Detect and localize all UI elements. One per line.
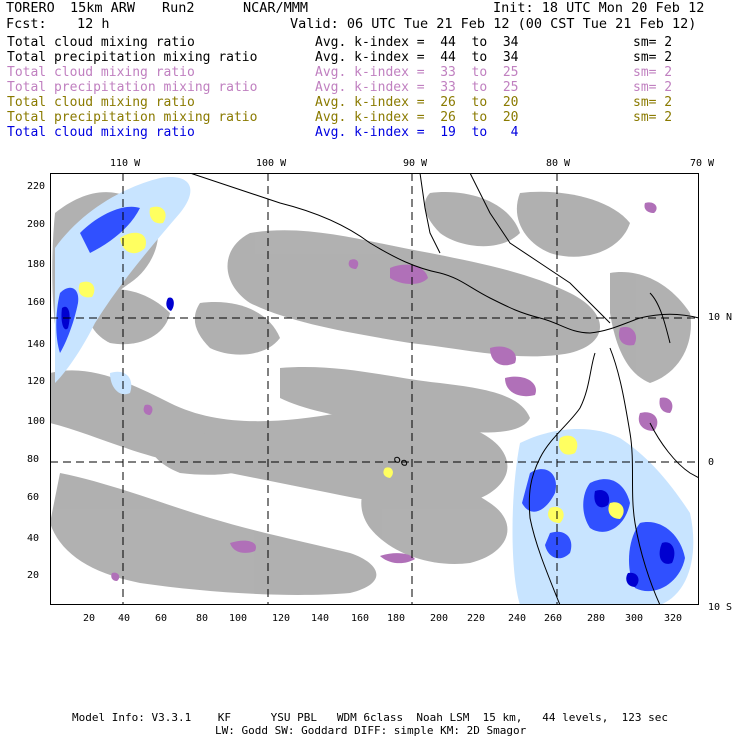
y-tick-label: 100 <box>27 416 46 427</box>
legend-label: Total cloud mixing ratio <box>7 65 195 80</box>
fcst-label: Fcst: <box>6 16 47 32</box>
y-tick-label: 180 <box>27 259 46 270</box>
x-tick-label: 280 <box>587 613 606 624</box>
legend-row: Total cloud mixing ratio Avg. k-index = 4… <box>7 35 707 50</box>
legend-label: Total cloud mixing ratio <box>7 35 195 50</box>
map-canvas <box>50 173 699 605</box>
legend-row: Total cloud mixing ratio Avg. k-index = 2… <box>7 95 707 110</box>
valid-time: Valid: 06 UTC Tue 21 Feb 12 (00 CST Tue … <box>290 16 697 32</box>
map-panel <box>50 173 699 605</box>
title-run: Run2 <box>162 0 195 16</box>
lon-label: 100 W <box>256 158 287 169</box>
y-tick-label: 80 <box>27 454 40 465</box>
map-border <box>50 173 699 605</box>
title-org: NCAR/MMM <box>243 0 309 16</box>
legend-smoothing: sm= 2 <box>633 65 673 80</box>
legend-row: Total precipitation mixing ratio Avg. k-i… <box>7 110 707 125</box>
lon-label: 80 W <box>546 158 571 169</box>
lat-label: 10 N <box>708 312 733 323</box>
x-tick-label: 60 <box>155 613 168 624</box>
y-tick-label: 220 <box>27 181 46 192</box>
cloud-purple-field <box>111 202 673 581</box>
y-tick-label: 200 <box>27 219 46 230</box>
x-tick-label: 260 <box>544 613 563 624</box>
y-tick-label: 120 <box>27 376 46 387</box>
legend-label: Total precipitation mixing ratio <box>7 110 258 125</box>
x-tick-label: 320 <box>664 613 683 624</box>
title-run-name: TORERO <box>6 0 55 16</box>
lon-label: 90 W <box>403 158 428 169</box>
x-tick-label: 200 <box>430 613 449 624</box>
legend-label: Total cloud mixing ratio <box>7 125 195 140</box>
y-tick-label: 20 <box>27 570 40 581</box>
legend-row: Total cloud mixing ratio Avg. k-index = 1… <box>7 125 707 140</box>
y-tick-label: 40 <box>27 533 40 544</box>
legend-kindex: Avg. k-index = 19 to 4 <box>315 125 519 140</box>
legend-smoothing: sm= 2 <box>633 110 673 125</box>
legend-row: Total precipitation mixing ratio Avg. k-i… <box>7 80 707 95</box>
legend-row: Total precipitation mixing ratio Avg. k-i… <box>7 50 707 65</box>
x-tick-label: 180 <box>387 613 406 624</box>
legend-smoothing: sm= 2 <box>633 50 673 65</box>
model-info-line1: Model Info: V3.3.1 KF YSU PBL WDM 6class… <box>72 711 669 724</box>
legend-kindex: Avg. k-index = 26 to 20 <box>315 95 519 110</box>
legend-label: Total precipitation mixing ratio <box>7 50 258 65</box>
fcst-value: 12 h <box>77 16 110 32</box>
x-tick-label: 240 <box>508 613 527 624</box>
x-tick-label: 220 <box>467 613 486 624</box>
legend-row: Total cloud mixing ratio Avg. k-index = 3… <box>7 65 707 80</box>
coastlines <box>189 173 699 605</box>
legend-kindex: Avg. k-index = 44 to 34 <box>315 35 519 50</box>
title-model: 15km ARW <box>70 0 136 16</box>
legend-label: Total precipitation mixing ratio <box>7 80 258 95</box>
x-tick-label: 20 <box>83 613 96 624</box>
cloud-yellow-field <box>78 206 624 523</box>
x-tick-label: 300 <box>625 613 644 624</box>
legend-kindex: Avg. k-index = 26 to 20 <box>315 110 519 125</box>
x-tick-label: 120 <box>272 613 291 624</box>
legend-kindex: Avg. k-index = 33 to 25 <box>315 65 519 80</box>
lat-label: 0 <box>708 457 715 468</box>
y-tick-label: 60 <box>27 492 40 503</box>
x-tick-label: 40 <box>118 613 131 624</box>
legend-kindex: Avg. k-index = 33 to 25 <box>315 80 519 95</box>
x-tick-label: 80 <box>196 613 209 624</box>
legend-smoothing: sm= 2 <box>633 35 673 50</box>
model-info-line2: LW: Godd SW: Goddard DIFF: simple KM: 2D… <box>215 724 527 737</box>
lat-label: 10 S <box>708 602 733 613</box>
legend-smoothing: sm= 2 <box>633 80 673 95</box>
title-init: Init: 18 UTC Mon 20 Feb 12 <box>493 0 705 16</box>
y-tick-label: 140 <box>27 339 46 350</box>
legend-label: Total cloud mixing ratio <box>7 95 195 110</box>
graticule <box>50 173 699 605</box>
legend-smoothing: sm= 2 <box>633 95 673 110</box>
y-tick-label: 160 <box>27 297 46 308</box>
x-tick-label: 100 <box>229 613 248 624</box>
lon-label: 110 W <box>110 158 141 169</box>
legend-kindex: Avg. k-index = 44 to 34 <box>315 50 519 65</box>
x-tick-label: 140 <box>311 613 330 624</box>
x-tick-label: 160 <box>351 613 370 624</box>
lon-label: 70 W <box>690 158 715 169</box>
